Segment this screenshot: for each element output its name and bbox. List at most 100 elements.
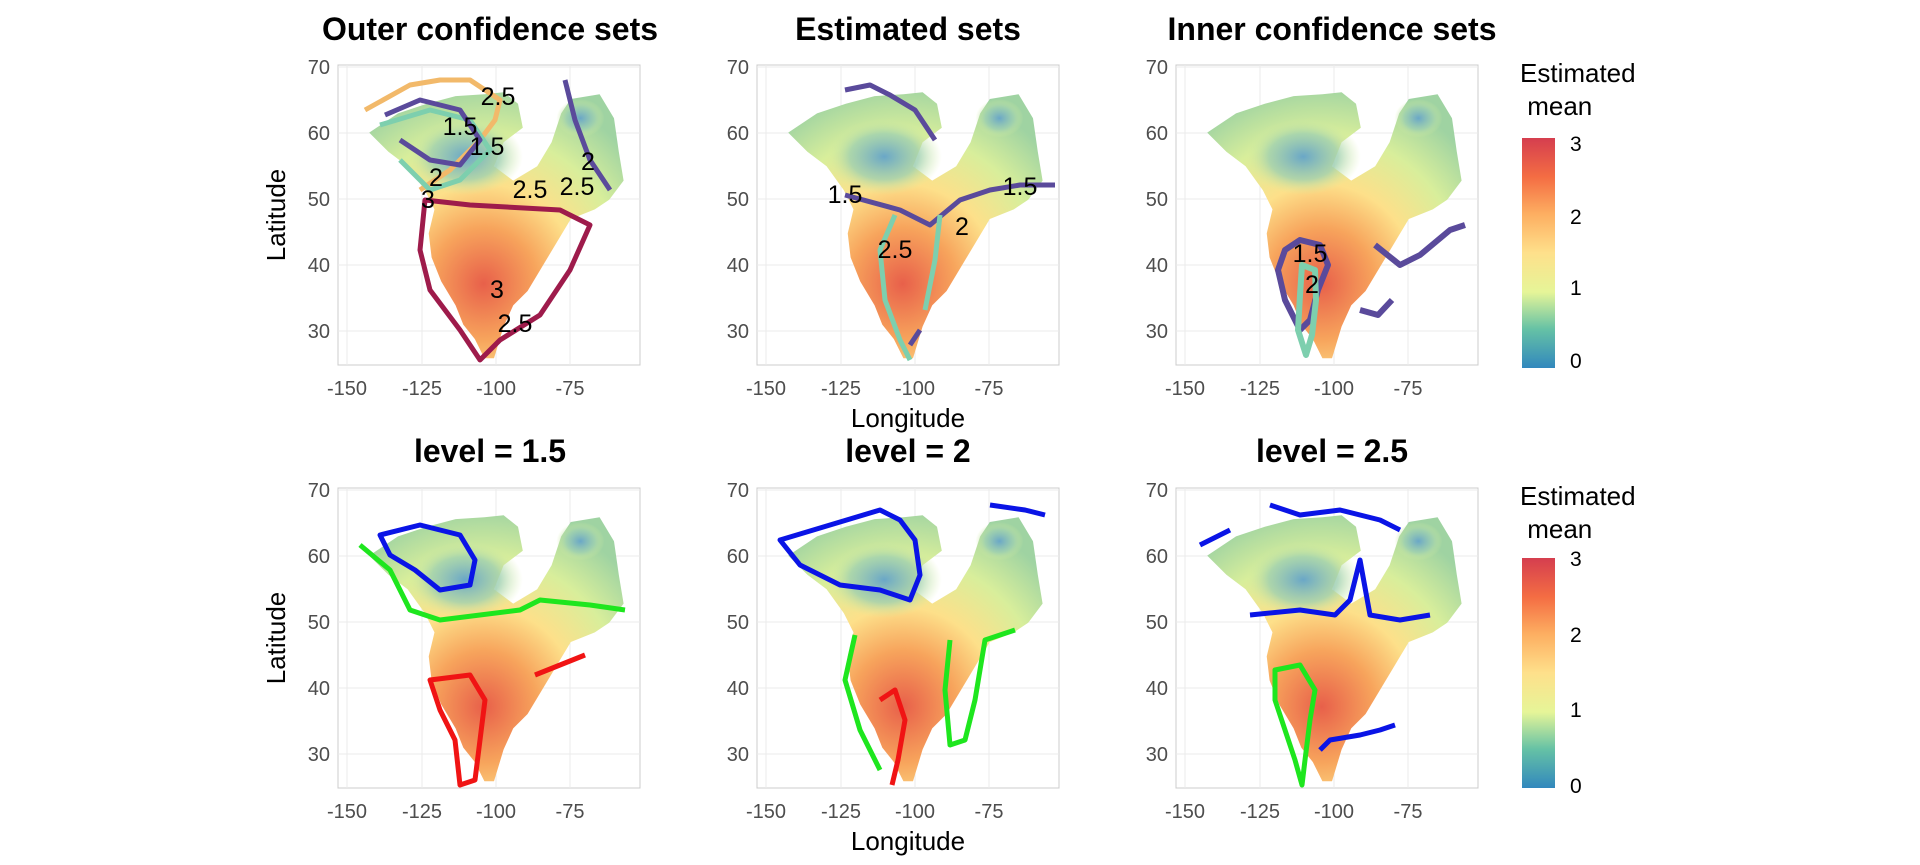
contour-2-5 [363, 77, 503, 193]
contour-1-5 [384, 97, 483, 168]
x-axis: -150 -125 -100 -75 [327, 801, 584, 823]
x-tick-label: -75 [556, 378, 585, 400]
y-tick-label: 50 [727, 612, 749, 634]
contour-green [842, 634, 883, 772]
contour-labels: 1.5 1.5 2 2.5 [828, 173, 1038, 264]
contour-east [562, 79, 613, 192]
legend-tick: 0 [1570, 775, 1582, 798]
colorbar [1522, 558, 1555, 788]
x-tick-label: -100 [895, 801, 935, 823]
contour-blue [777, 507, 923, 603]
legend-tick: 3 [1570, 133, 1582, 156]
contour-red [427, 672, 488, 788]
legend-title: mean [1520, 91, 1592, 121]
x-axis: -150 -125 -100 -75 [327, 378, 584, 400]
contours [1275, 222, 1466, 358]
panel-title: Estimated sets [795, 11, 1021, 47]
x-axis: -150 -125 -100 -75 [1165, 801, 1422, 823]
contour-label: 1.5 [443, 113, 478, 141]
contour-red [878, 687, 908, 786]
contours [777, 502, 1046, 786]
y-tick-label: 70 [308, 480, 330, 502]
x-tick-label: -125 [1240, 801, 1280, 823]
y-tick-label: 40 [1146, 255, 1168, 277]
x-tick-label: -150 [327, 801, 367, 823]
contour-blue [377, 522, 478, 593]
legend-title: mean [1520, 514, 1592, 544]
y-tick-label: 60 [1146, 123, 1168, 145]
y-axis-label: Latitude [261, 169, 291, 262]
x-tick-label: -100 [476, 801, 516, 823]
y-axis: 70 60 50 40 30 [1146, 57, 1168, 343]
contour-label: 2.5 [513, 176, 548, 204]
contour-2-5 [907, 328, 923, 347]
contour-blue-east [989, 502, 1046, 518]
x-tick-label: -100 [1314, 801, 1354, 823]
x-tick-label: -75 [1394, 801, 1423, 823]
legend-tick: 1 [1570, 699, 1582, 722]
y-tick-label: 60 [1146, 546, 1168, 568]
colorbar [1522, 138, 1555, 368]
y-tick-label: 60 [727, 546, 749, 568]
contour-1-5 [844, 182, 1055, 228]
x-tick-label: -150 [327, 378, 367, 400]
contour-red-east [534, 652, 586, 678]
y-tick-label: 70 [727, 57, 749, 79]
panel-title: level = 1.5 [414, 433, 566, 469]
y-axis: 70 60 50 40 30 [727, 57, 749, 343]
legend-tick: 1 [1570, 277, 1582, 300]
y-tick-label: 30 [727, 321, 749, 343]
y-tick-label: 50 [1146, 612, 1168, 634]
panel-level-1-5: level = 1.5 70 60 50 40 30 Latitude -150… [261, 433, 641, 823]
contour-label: 2 [1305, 271, 1319, 299]
legend-tick: 3 [1570, 548, 1582, 571]
legend-tick: 0 [1570, 350, 1582, 373]
contour-labels: 2.5 1.5 1.5 2 2 3 2.5 2.5 3 2.5 [421, 83, 595, 338]
x-tick-label: -75 [975, 378, 1004, 400]
contour-label: 1.5 [1003, 173, 1038, 201]
panel-inner-confidence-sets: Inner confidence sets 1.5 2 70 60 50 40 … [1146, 11, 1497, 400]
contour-2 [1295, 262, 1319, 358]
contour-label: 1.5 [470, 133, 505, 161]
x-tick-label: -100 [476, 378, 516, 400]
contours [358, 522, 626, 788]
panel-title: Inner confidence sets [1168, 11, 1497, 47]
contour-label: 3 [490, 276, 504, 304]
y-tick-label: 30 [727, 744, 749, 766]
y-tick-label: 70 [727, 480, 749, 502]
y-tick-label: 60 [308, 546, 330, 568]
x-tick-label: -125 [402, 801, 442, 823]
x-tick-label: -150 [746, 801, 786, 823]
y-tick-label: 40 [1146, 678, 1168, 700]
y-tick-label: 50 [1146, 189, 1168, 211]
y-tick-label: 50 [308, 189, 330, 211]
contour-green-east [942, 627, 1016, 748]
x-axis: -150 -125 -100 -75 Longitude [746, 801, 1003, 856]
contour-1-5-north [844, 82, 938, 142]
contour-blue [1249, 557, 1431, 623]
contour-label: 2.5 [878, 236, 913, 264]
x-tick-label: -75 [975, 801, 1004, 823]
contour-2 [877, 214, 913, 362]
y-tick-label: 30 [308, 744, 330, 766]
contour-blue-north [1269, 502, 1402, 533]
contours [844, 82, 1055, 362]
contour-label: 2 [429, 164, 443, 192]
contour-label: 2.5 [481, 83, 516, 111]
legend-tick: 2 [1570, 624, 1582, 647]
y-axis: 70 60 50 40 30 [727, 480, 749, 766]
contour-label: 3 [421, 186, 435, 214]
x-axis: -150 -125 -100 -75 [1165, 378, 1422, 400]
panel-outer-confidence-sets: Outer confidence sets 2.5 1.5 1.5 2 2 3 … [261, 11, 658, 400]
y-axis: 70 60 50 40 30 Latitude [261, 480, 330, 766]
y-tick-label: 30 [1146, 321, 1168, 343]
y-tick-label: 50 [308, 612, 330, 634]
x-tick-label: -125 [402, 378, 442, 400]
panel-level-2: level = 2 70 60 50 40 30 -150 -125 -1 [727, 433, 1060, 856]
contour-label: 1.5 [1293, 240, 1328, 268]
y-tick-label: 50 [727, 189, 749, 211]
x-tick-label: -125 [1240, 378, 1280, 400]
x-axis: -150 -125 -100 -75 Longitude [746, 378, 1003, 433]
x-tick-label: -125 [821, 378, 861, 400]
